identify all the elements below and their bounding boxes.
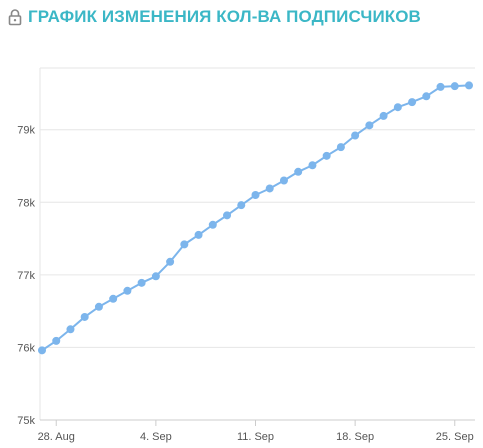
y-tick-label: 79k: [17, 125, 35, 137]
chart-title: ГРАФИК ИЗМЕНЕНИЯ КОЛ-ВА ПОДПИСЧИКОВ: [28, 7, 421, 26]
data-point[interactable]: [465, 81, 473, 90]
data-point[interactable]: [265, 184, 274, 193]
y-tick-label: 77k: [17, 270, 35, 282]
data-point[interactable]: [408, 98, 417, 107]
y-tick-label: 75k: [17, 415, 35, 427]
series-line: [41, 84, 470, 352]
data-point[interactable]: [94, 302, 103, 311]
x-tick-label: 25. Sep: [436, 431, 474, 443]
y-tick-label: 76k: [17, 342, 35, 354]
data-point[interactable]: [123, 286, 132, 295]
data-point[interactable]: [109, 294, 118, 303]
data-point[interactable]: [137, 278, 146, 287]
data-point[interactable]: [308, 161, 317, 170]
data-point[interactable]: [180, 240, 189, 249]
data-point[interactable]: [351, 131, 360, 140]
y-tick-label: 78k: [17, 197, 35, 209]
x-axis: 28. Aug 4. Sep 11. Sep 18. Sep 25. Sep: [38, 419, 475, 443]
data-point[interactable]: [450, 82, 459, 91]
data-point[interactable]: [322, 151, 331, 160]
data-point[interactable]: [194, 230, 203, 239]
data-point[interactable]: [38, 346, 46, 355]
data-point[interactable]: [223, 211, 232, 220]
data-point[interactable]: [379, 111, 388, 120]
data-point[interactable]: [80, 312, 89, 321]
x-tick-label: 11. Sep: [237, 431, 274, 443]
data-point[interactable]: [422, 92, 431, 101]
data-point[interactable]: [151, 272, 160, 281]
data-point[interactable]: [237, 201, 246, 210]
data-point[interactable]: [66, 325, 75, 334]
data-point[interactable]: [208, 220, 217, 229]
x-tick-label: 28. Aug: [38, 431, 75, 443]
data-point[interactable]: [294, 167, 303, 176]
y-axis: 75k 76k 77k 78k 79k: [17, 125, 35, 427]
chart-series: [38, 81, 473, 355]
chart-header: ГРАФИК ИЗМЕНЕНИЯ КОЛ-ВА ПОДПИСЧИКОВ: [8, 4, 421, 30]
data-point[interactable]: [279, 176, 288, 185]
data-point[interactable]: [336, 143, 345, 152]
data-point[interactable]: [251, 191, 260, 200]
data-point[interactable]: [393, 103, 402, 112]
x-tick-label: 4. Sep: [140, 431, 172, 443]
data-point[interactable]: [52, 336, 61, 345]
data-point[interactable]: [436, 82, 445, 91]
data-point[interactable]: [166, 257, 175, 266]
chart-gridlines: [39, 67, 475, 421]
lock-icon: [8, 8, 22, 26]
data-point[interactable]: [365, 121, 374, 130]
x-tick-label: 18. Sep: [336, 431, 374, 443]
